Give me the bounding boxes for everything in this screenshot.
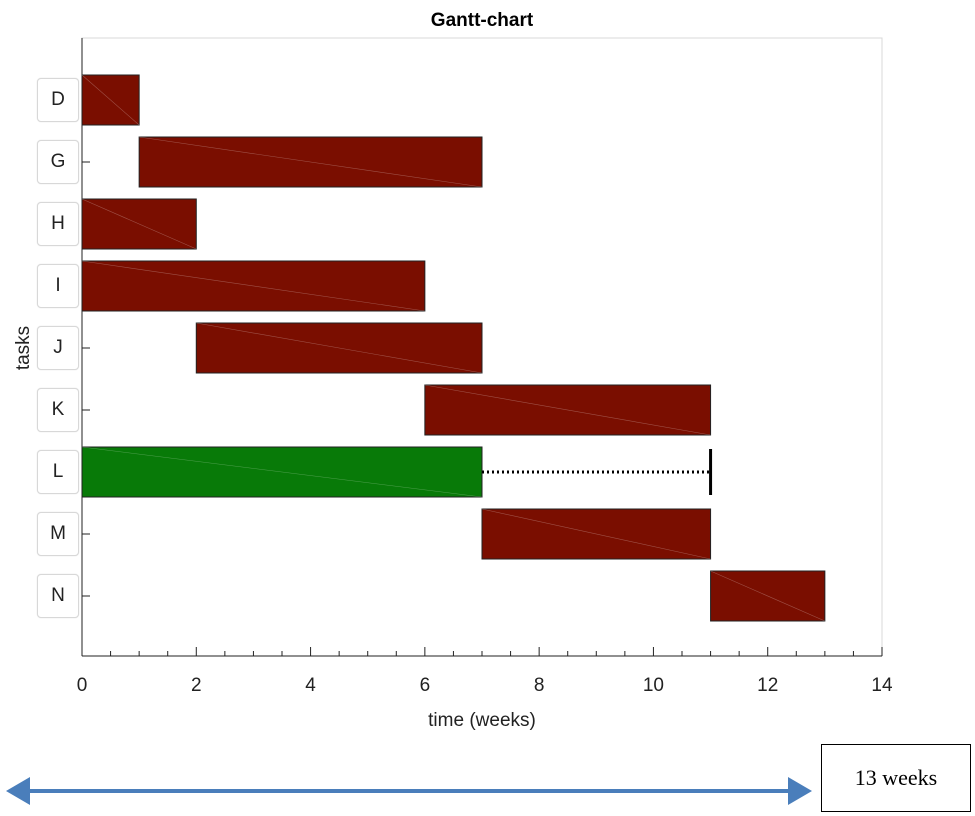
task-label-d: D [37,78,79,122]
y-axis-label: tasks [13,326,34,370]
bar-j [195,322,483,374]
arrow-head-right [788,777,812,805]
task-label-j: J [37,326,79,370]
duration-label-box: 13 weeks [821,744,971,812]
x-tick-label-10: 10 [643,675,664,696]
bar-m [481,508,712,560]
duration-label: 13 weeks [854,765,938,790]
chart-title: Gantt-chart [431,10,534,31]
task-label-l: L [37,450,79,494]
bar-k [424,384,712,436]
bar-l [81,446,483,498]
bar-sheen-k [424,384,711,436]
bar-i [81,260,426,312]
task-label-i: I [37,264,79,308]
x-tick-label-12: 12 [757,675,778,696]
bar-sheen-n [710,570,825,622]
bar-sheen-j [196,322,483,374]
bar-sheen-d [81,74,140,126]
task-label-n: N [37,574,79,618]
bar-n [710,570,826,622]
x-tick-label-8: 8 [534,675,545,696]
bar-sheen-i [81,260,425,312]
x-tick-label-14: 14 [871,675,893,696]
bar-g [138,136,483,188]
bar-sheen-l [81,446,483,498]
bar-sheen-m [481,508,711,560]
bar-layer [81,74,826,622]
duration-arrow [6,777,812,805]
bar-sheen-g [139,136,483,188]
task-label-k: K [37,388,79,432]
bar-h [81,198,197,250]
arrow-head-left [6,777,30,805]
x-tick-layer: 0 2 4 6 8 10 12 14 [77,647,893,696]
x-tick-label-0: 0 [77,675,88,696]
task-label-g: G [37,140,79,184]
x-tick-label-2: 2 [191,675,202,696]
x-tick-label-4: 4 [305,675,316,696]
bar-sheen-h [81,198,197,250]
x-tick-label-6: 6 [420,675,431,696]
bar-d [81,74,140,126]
task-label-m: M [37,512,79,556]
x-axis-label: time (weeks) [428,710,536,731]
task-label-h: H [37,202,79,246]
